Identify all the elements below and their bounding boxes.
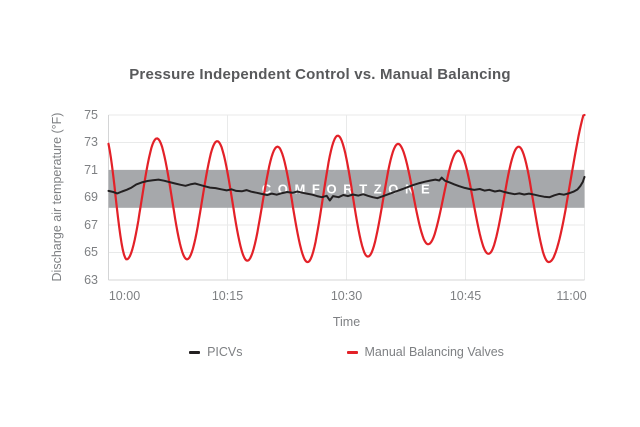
comfort-zone-band [108, 170, 585, 208]
manual-balancing-valves-line-swatch [346, 350, 358, 354]
y-tick-label: 75 [84, 107, 98, 122]
legend-label-manual-balancing-valves: Manual Balancing Valves [364, 345, 504, 359]
x-tick-label: 11:00 [556, 289, 587, 303]
legend-item-picvs: PICVs [189, 345, 243, 359]
comfort-zone-label: C O M F O R T Z O N E [262, 181, 431, 196]
x-tick-label: 10:30 [330, 289, 363, 303]
picvs-line-swatch [189, 350, 201, 354]
y-tick-label: 69 [84, 190, 98, 204]
y-tick-label: 65 [84, 245, 98, 259]
legend-item-manual-balancing-valves: Manual Balancing Valves [346, 345, 504, 359]
y-tick-label: 73 [84, 135, 98, 149]
x-tick-label: 10:15 [211, 289, 244, 303]
legend: PICVs Manual Balancing Valves [108, 345, 585, 359]
x-axis-title: Time [332, 315, 361, 329]
picvs-line [107, 175, 586, 202]
y-tick-label: 67 [84, 217, 98, 232]
y-tick-label: 63 [84, 272, 98, 287]
y-tick-label: 71 [84, 162, 98, 177]
manual-balancing-valves-line [107, 113, 586, 264]
x-tick-label: 10:45 [449, 289, 482, 303]
chart-title: Pressure Independent Control vs. Manual … [129, 66, 511, 83]
legend-label-picvs: PICVs [207, 345, 243, 359]
x-tick-label: 10:00 [108, 289, 141, 303]
